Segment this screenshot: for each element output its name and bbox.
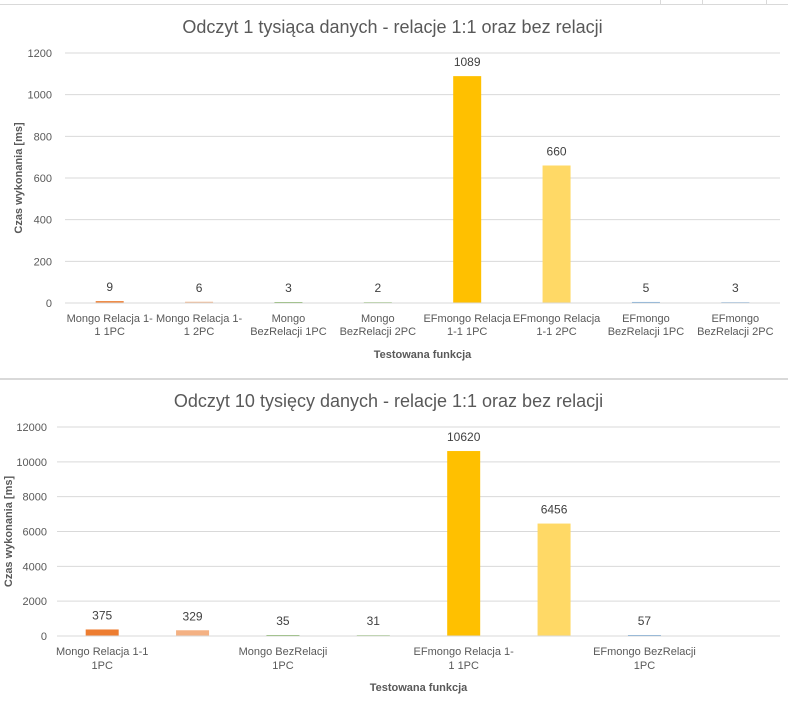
y-tick-label: 6000 xyxy=(23,527,47,539)
bar xyxy=(447,451,481,636)
x-tick-label: 1-1 1PC xyxy=(447,326,487,338)
x-axis-label: Testowana funkcja xyxy=(370,682,468,694)
x-tick-label: Mongo Relacja 1- xyxy=(156,313,243,325)
x-tick-label: Mongo xyxy=(361,313,395,325)
x-tick-label: Mongo Relacja 1-1 xyxy=(56,646,148,658)
y-tick-label: 1000 xyxy=(28,90,52,102)
top-divider xyxy=(766,0,767,5)
data-label: 10620 xyxy=(447,430,481,444)
y-tick-label: 0 xyxy=(41,631,47,643)
y-tick-label: 0 xyxy=(46,298,52,310)
data-label: 9 xyxy=(106,280,113,294)
y-tick-label: 200 xyxy=(34,256,52,268)
chart-title: Odczyt 10 tysięcy danych - relacje 1:1 o… xyxy=(174,391,603,411)
x-tick-label: EFmongo xyxy=(711,313,759,325)
x-tick-label: EFmongo BezRelacji xyxy=(593,646,696,658)
x-tick-label: Mongo xyxy=(272,313,306,325)
x-tick-label: EFmongo Relacja 1- xyxy=(414,646,515,658)
data-label: 329 xyxy=(183,609,203,623)
x-tick-label: Mongo BezRelacji xyxy=(239,646,328,658)
bar xyxy=(95,301,124,303)
y-tick-label: 12000 xyxy=(16,422,47,434)
data-label: 3 xyxy=(732,281,739,295)
window-top-strip xyxy=(0,0,788,5)
y-tick-label: 8000 xyxy=(23,492,47,504)
x-tick-label: 1 2PC xyxy=(184,326,215,338)
bar xyxy=(85,629,119,636)
data-label: 5 xyxy=(643,281,650,295)
chart-title: Odczyt 1 tysiąca danych - relacje 1:1 or… xyxy=(182,17,602,37)
bar xyxy=(185,301,214,303)
x-tick-label: EFmongo Relacja xyxy=(513,313,601,325)
chart-separator xyxy=(0,378,788,380)
data-label: 660 xyxy=(547,145,567,159)
top-divider xyxy=(702,0,703,5)
x-tick-label: BezRelacji 2PC xyxy=(697,326,773,338)
x-tick-label: 1PC xyxy=(272,660,293,672)
y-tick-label: 1200 xyxy=(28,48,52,60)
chart-panel-2[interactable]: Odczyt 10 tysięcy danych - relacje 1:1 o… xyxy=(0,381,788,707)
data-label: 57 xyxy=(638,614,652,628)
y-axis-label: Czas wykonania [ms] xyxy=(13,122,25,234)
data-label: 6456 xyxy=(541,503,568,517)
y-tick-label: 4000 xyxy=(23,561,47,573)
bar xyxy=(537,523,571,636)
x-axis-label: Testowana funkcja xyxy=(374,349,472,361)
data-label: 3 xyxy=(285,281,292,295)
chart-2-svg: Odczyt 10 tysięcy danych - relacje 1:1 o… xyxy=(3,391,780,694)
x-tick-label: Mongo Relacja 1- xyxy=(67,313,154,325)
bar xyxy=(453,76,482,303)
x-tick-label: 1PC xyxy=(634,660,655,672)
bar xyxy=(542,165,571,303)
data-label: 31 xyxy=(367,614,381,628)
x-tick-label: EFmongo Relacja xyxy=(423,313,511,325)
y-tick-label: 400 xyxy=(34,215,52,227)
data-label: 1089 xyxy=(454,55,481,69)
bar xyxy=(176,630,210,636)
data-label: 375 xyxy=(92,608,112,622)
chart-1-svg: Odczyt 1 tysiąca danych - relacje 1:1 or… xyxy=(13,17,780,361)
x-tick-label: 1PC xyxy=(91,660,112,672)
data-label: 6 xyxy=(196,281,203,295)
x-tick-label: BezRelacji 1PC xyxy=(608,326,684,338)
data-label: 35 xyxy=(276,614,290,628)
x-tick-label: 1 1PC xyxy=(94,326,125,338)
chart-panel-1[interactable]: Odczyt 1 tysiąca danych - relacje 1:1 or… xyxy=(0,5,788,377)
y-tick-label: 800 xyxy=(34,131,52,143)
data-label: 2 xyxy=(374,281,381,295)
x-tick-label: BezRelacji 1PC xyxy=(250,326,326,338)
x-tick-label: 1-1 2PC xyxy=(536,326,576,338)
y-tick-label: 600 xyxy=(34,173,52,185)
x-tick-label: EFmongo xyxy=(622,313,670,325)
y-tick-label: 2000 xyxy=(23,596,47,608)
x-tick-label: 1 1PC xyxy=(448,660,479,672)
y-axis-label: Czas wykonania [ms] xyxy=(3,476,15,588)
top-divider xyxy=(660,0,661,5)
y-tick-label: 10000 xyxy=(16,457,47,469)
bar xyxy=(631,301,660,303)
x-tick-label: BezRelacji 2PC xyxy=(340,326,416,338)
